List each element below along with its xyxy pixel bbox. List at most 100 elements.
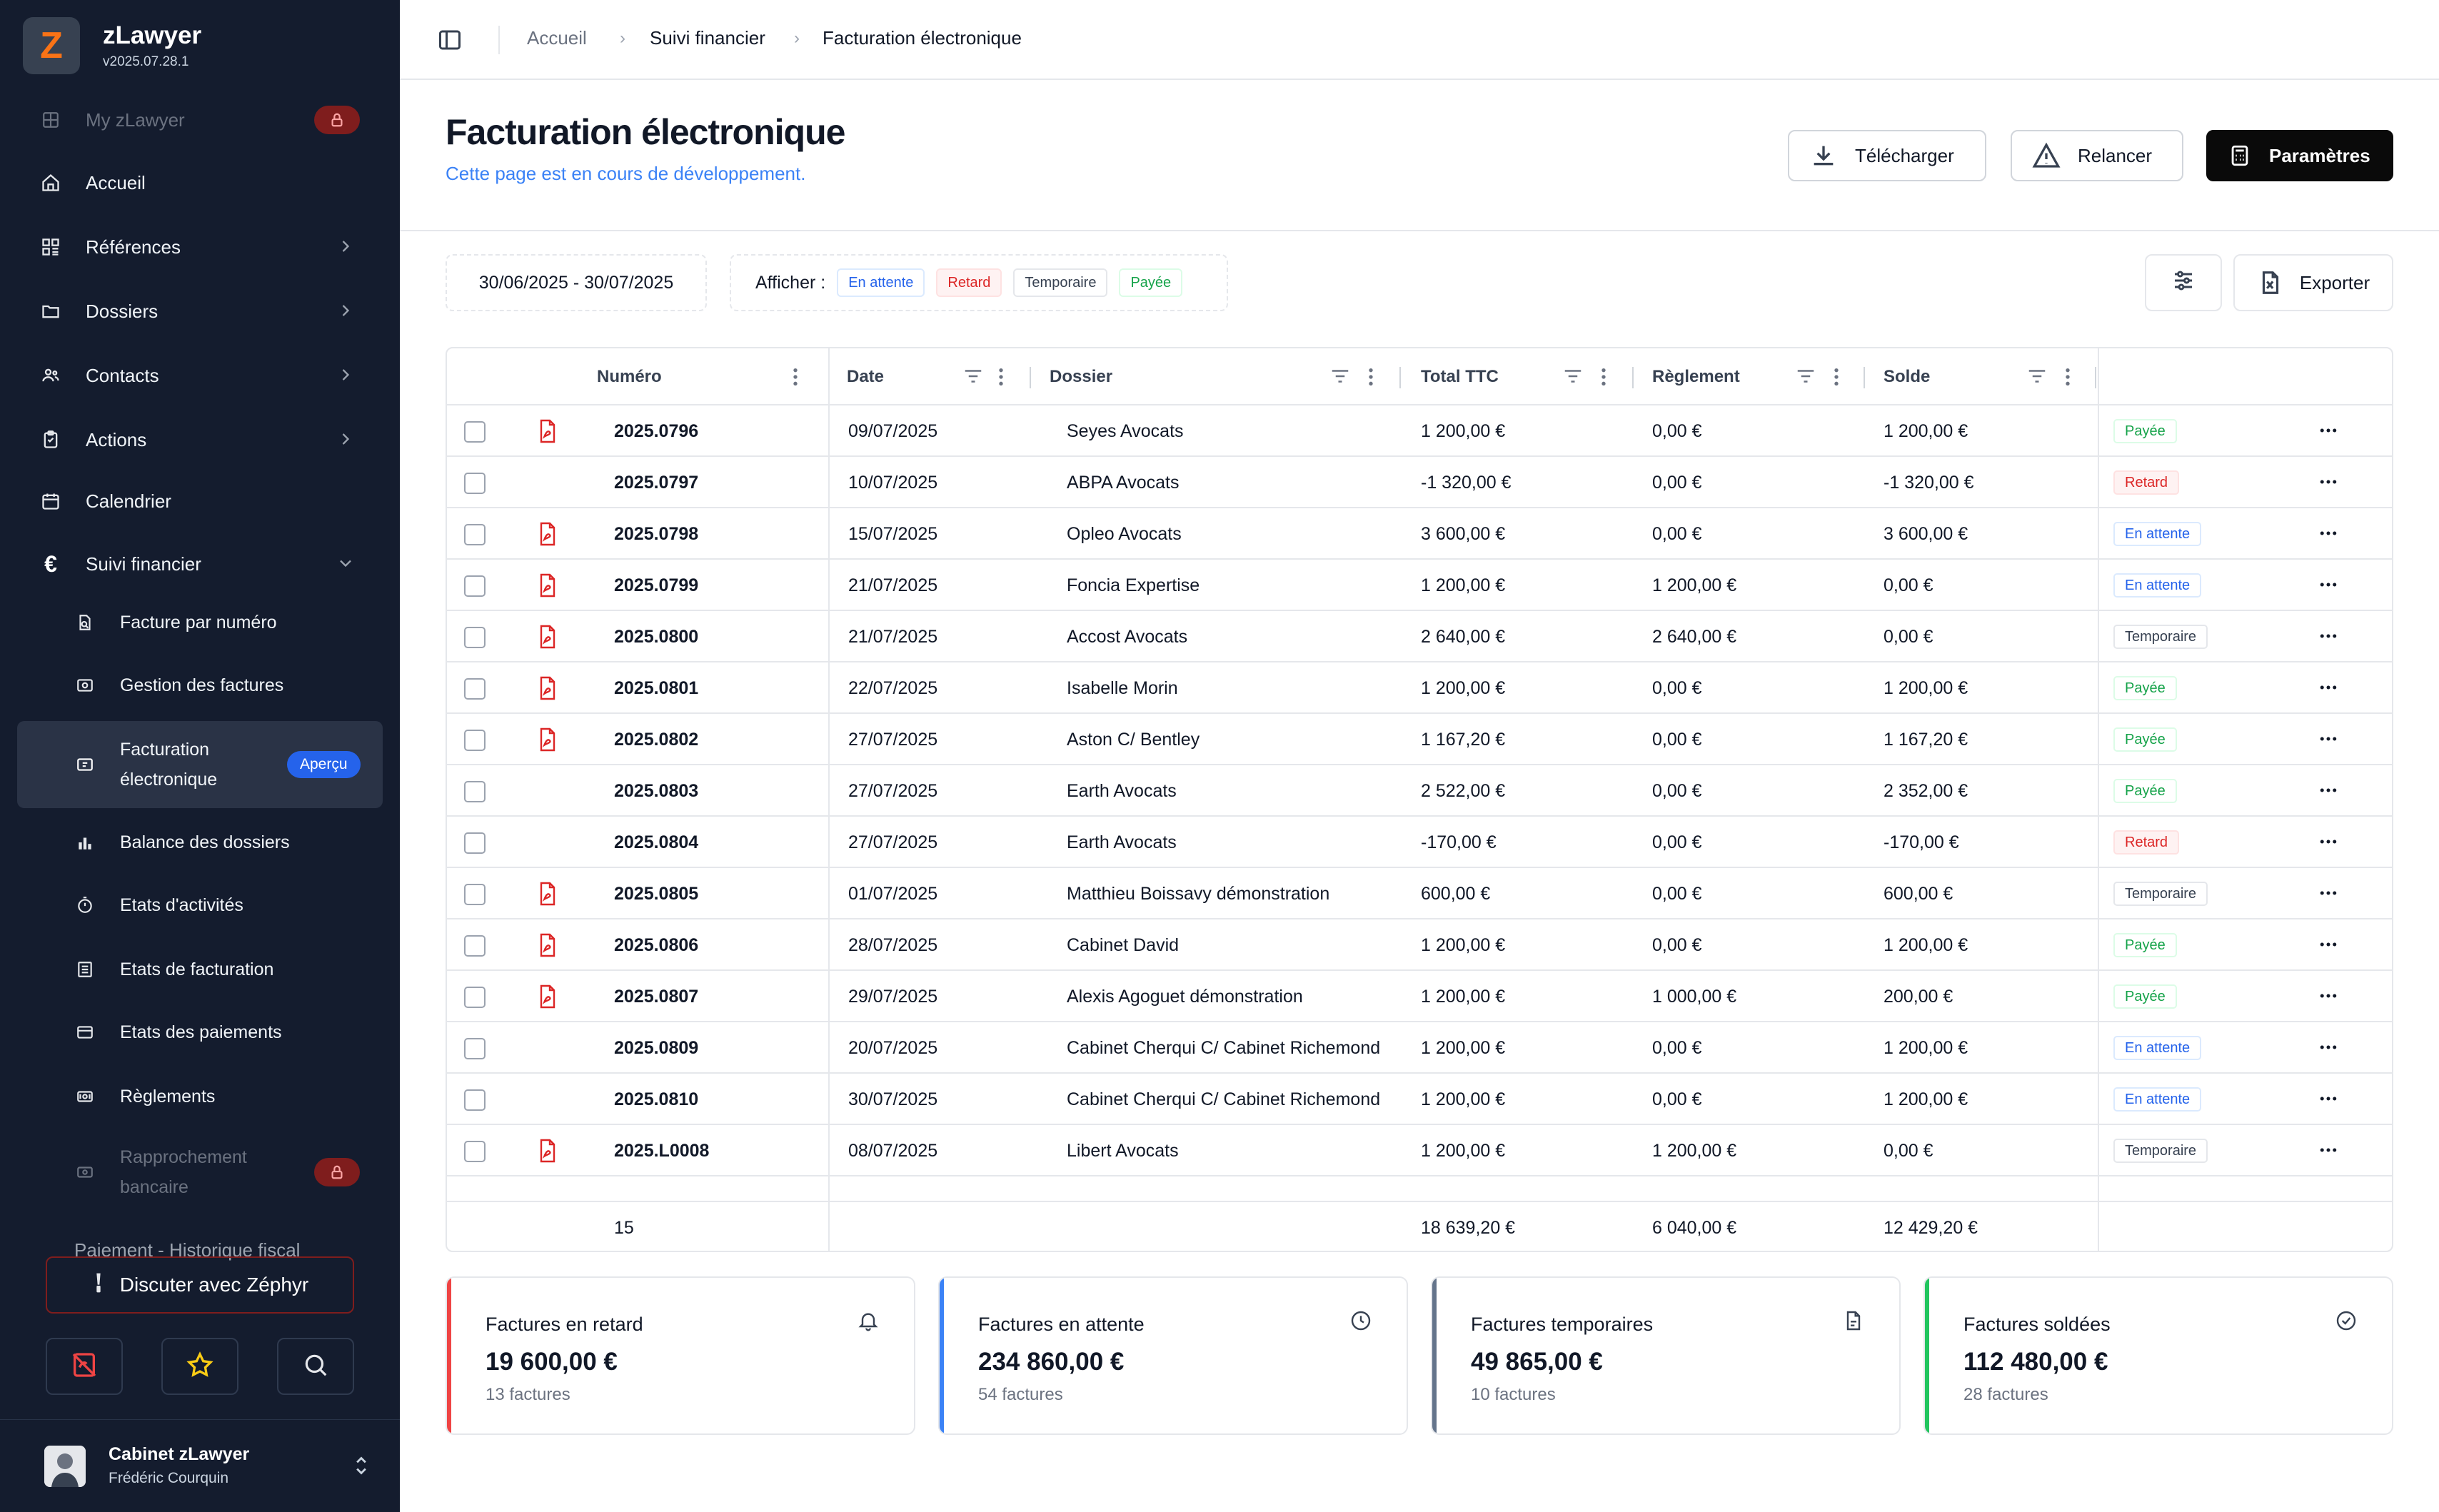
row-actions-icon[interactable] [2318,1139,2339,1164]
card-late-invoices[interactable]: Factures en retard 19 600,00 € 13 factur… [446,1276,915,1435]
row-checkbox[interactable] [464,832,486,854]
cell-dossier[interactable]: Foncia Expertise [1067,575,1200,595]
column-separator[interactable] [1399,367,1401,388]
table-row[interactable]: 2025.0809 20/07/2025 Cabinet Cherqui C/ Ca… [447,1022,2392,1074]
sidebar-subitem-balance-dossiers[interactable]: Balance des dossiers [0,815,400,870]
sidebar-subitem-rapprochement-bancaire[interactable]: Rapprochement bancaire [0,1145,400,1199]
filter-settings-button[interactable] [2145,254,2222,311]
row-checkbox[interactable] [464,1141,486,1162]
zephyr-chat-button[interactable]: Discuter avec Zéphyr [46,1256,354,1314]
row-checkbox[interactable] [464,421,486,443]
pdf-tool-button[interactable] [46,1338,123,1395]
column-menu-icon[interactable] [1599,366,1608,388]
column-menu-icon[interactable] [791,366,800,388]
cell-dossier[interactable]: Aston C/ Bentley [1067,729,1200,750]
row-actions-icon[interactable] [2318,420,2339,445]
cell-dossier[interactable]: Alexis Agoguet démonstration [1067,986,1303,1007]
sidebar-item-dossiers[interactable]: Dossiers [0,284,400,338]
table-row[interactable]: 2025.0802 27/07/2025 Aston C/ Bentley 1 167… [447,714,2392,765]
filter-icon[interactable] [1795,366,1816,387]
column-header-total-ttc[interactable]: Total TTC [1421,367,1499,386]
cell-dossier[interactable]: Earth Avocats [1067,832,1177,852]
column-separator[interactable] [1864,367,1865,388]
pdf-icon[interactable] [537,573,558,602]
table-row[interactable]: 2025.0800 21/07/2025 Accost Avocats 2 640,0… [447,611,2392,662]
filter-icon[interactable] [1562,366,1584,387]
column-header-numero[interactable]: Numéro [597,367,662,386]
date-range-picker[interactable]: 30/06/2025 - 30/07/2025 [446,254,707,311]
row-checkbox[interactable] [464,1089,486,1111]
row-checkbox[interactable] [464,473,486,494]
table-row[interactable]: 2025.0797 10/07/2025 ABPA Avocats -1 320,00… [447,457,2392,508]
table-row[interactable]: 2025.0805 01/07/2025 Matthieu Boissavy dém… [447,868,2392,919]
pdf-icon[interactable] [537,1138,558,1167]
card-settled-invoices[interactable]: Factures soldées 112 480,00 € 28 facture… [1923,1276,2393,1435]
row-actions-icon[interactable] [2318,831,2339,856]
table-row[interactable]: 2025.0804 27/07/2025 Earth Avocats -170,00 … [447,817,2392,868]
row-actions-icon[interactable] [2318,471,2339,496]
cell-dossier[interactable]: Seyes Avocats [1067,420,1184,441]
export-button[interactable]: Exporter [2233,254,2393,311]
table-row[interactable]: 2025.L0008 08/07/2025 Libert Avocats 1 200,… [447,1125,2392,1176]
column-header-reglement[interactable]: Règlement [1652,367,1740,386]
chip-en-attente[interactable]: En attente [837,268,925,297]
table-row[interactable]: 2025.0796 09/07/2025 Seyes Avocats 1 200,00… [447,405,2392,457]
cell-dossier[interactable]: Earth Avocats [1067,780,1177,801]
column-header-dossier[interactable]: Dossier [1050,367,1113,386]
column-header-date[interactable]: Date [847,367,885,386]
sidebar-toggle-icon[interactable] [437,27,463,56]
row-checkbox[interactable] [464,627,486,648]
cell-dossier[interactable]: Cabinet David [1067,934,1180,955]
pdf-icon[interactable] [537,521,558,550]
user-menu[interactable]: Cabinet zLawyer Frédéric Courquin [0,1419,400,1512]
pdf-icon[interactable] [537,624,558,653]
row-checkbox[interactable] [464,575,486,597]
row-actions-icon[interactable] [2318,523,2339,548]
chip-retard[interactable]: Retard [936,268,1002,297]
row-checkbox[interactable] [464,524,486,545]
column-menu-icon[interactable] [1832,366,1841,388]
cell-dossier[interactable]: ABPA Avocats [1067,472,1180,493]
sidebar-item-contacts[interactable]: Contacts [0,348,400,403]
table-row[interactable]: 2025.0803 27/07/2025 Earth Avocats 2 522,00… [447,765,2392,817]
sidebar-item-calendrier[interactable]: Calendrier [0,474,400,528]
cell-dossier[interactable]: Accost Avocats [1067,626,1188,647]
filter-icon[interactable] [962,366,984,387]
table-row[interactable]: 2025.0810 30/07/2025 Cabinet Cherqui C/ Ca… [447,1074,2392,1125]
row-actions-icon[interactable] [2318,574,2339,599]
column-header-solde[interactable]: Solde [1884,367,1931,386]
cell-dossier[interactable]: Cabinet Cherqui C/ Cabinet Richemond [1067,1089,1381,1109]
cell-dossier[interactable]: Isabelle Morin [1067,677,1178,698]
column-separator[interactable] [1632,367,1634,388]
column-menu-icon[interactable] [1367,366,1375,388]
row-actions-icon[interactable] [2318,780,2339,805]
pdf-icon[interactable] [537,932,558,962]
breadcrumb-accueil[interactable]: Accueil [527,27,587,49]
sidebar-item-references[interactable]: Références [0,220,400,274]
table-row[interactable]: 2025.0798 15/07/2025 Opleo Avocats 3 600,00… [447,508,2392,560]
search-button[interactable] [277,1338,354,1395]
row-checkbox[interactable] [464,884,486,905]
cell-dossier[interactable]: Libert Avocats [1067,1140,1179,1161]
row-actions-icon[interactable] [2318,728,2339,753]
row-actions-icon[interactable] [2318,1088,2339,1113]
download-button[interactable]: Télécharger [1788,130,1986,181]
filter-icon[interactable] [1329,366,1351,387]
table-row[interactable]: 2025.0807 29/07/2025 Alexis Agoguet démons… [447,971,2392,1022]
table-row[interactable]: 2025.0806 28/07/2025 Cabinet David 1 200,00… [447,919,2392,971]
sidebar-subitem-etats-paiements[interactable]: Etats des paiements [0,1005,400,1059]
table-row[interactable]: 2025.0801 22/07/2025 Isabelle Morin 1 200,0… [447,662,2392,714]
pdf-icon[interactable] [537,418,558,448]
card-temporary-invoices[interactable]: Factures temporaires 49 865,00 € 10 fact… [1431,1276,1901,1435]
brand[interactable]: Z zLawyer v2025.07.28.1 [23,17,201,74]
row-checkbox[interactable] [464,935,486,957]
sidebar-item-accueil[interactable]: Accueil [0,156,400,210]
pdf-icon[interactable] [537,881,558,910]
table-row[interactable]: 2025.0799 21/07/2025 Foncia Expertise 1 200… [447,560,2392,611]
chip-temporaire[interactable]: Temporaire [1013,268,1108,297]
sidebar-subitem-reglements[interactable]: Règlements [0,1069,400,1124]
row-checkbox[interactable] [464,678,486,700]
cell-dossier[interactable]: Cabinet Cherqui C/ Cabinet Richemond [1067,1037,1381,1058]
favorites-button[interactable] [161,1338,238,1395]
pdf-icon[interactable] [537,675,558,705]
